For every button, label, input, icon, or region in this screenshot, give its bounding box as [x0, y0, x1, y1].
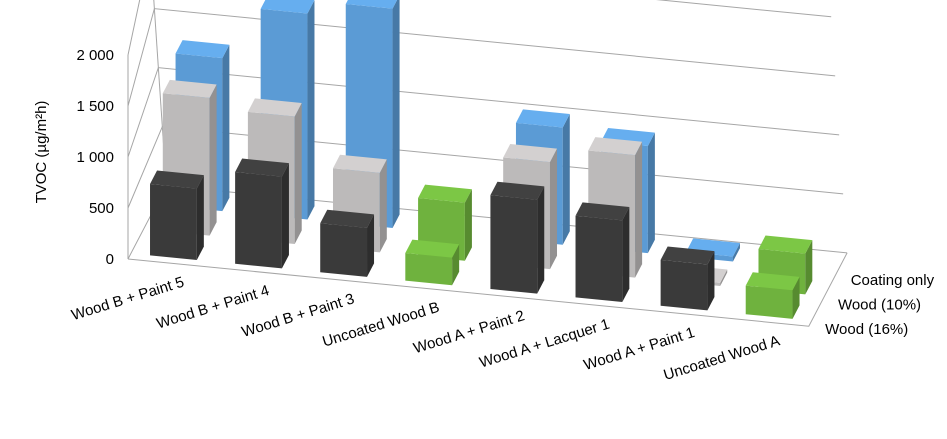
bar — [745, 272, 800, 319]
bar-side — [732, 243, 740, 262]
bar-top — [235, 158, 289, 177]
bar-side — [464, 189, 472, 261]
bar-side — [294, 103, 302, 244]
bar — [490, 181, 545, 294]
bar — [405, 239, 460, 286]
series-label: Wood (10%) — [838, 297, 921, 314]
bar-top — [515, 109, 570, 128]
bar-top — [418, 184, 472, 203]
bar-top — [758, 235, 813, 254]
bar-side — [562, 114, 570, 245]
bar-top — [503, 144, 558, 163]
bar-side — [720, 269, 728, 286]
gridline — [127, 0, 832, 56]
bars-layer — [150, 0, 813, 319]
bar-side — [792, 276, 800, 319]
y-tick-labels: 0 500 1 000 1 500 2 000 — [76, 47, 114, 268]
y-tick-label: 1 500 — [76, 98, 114, 115]
bar-side — [367, 214, 375, 277]
y-tick-label: 0 — [106, 251, 114, 268]
bar-top — [175, 40, 230, 59]
bar-front — [745, 285, 793, 319]
bar — [320, 209, 375, 277]
bar-side — [209, 84, 217, 236]
bar-side — [707, 251, 715, 311]
y-tick-label: 500 — [89, 200, 114, 217]
bar-top — [150, 170, 204, 189]
bar-front — [235, 171, 282, 269]
chart-walls — [127, 0, 848, 327]
bar-side — [635, 141, 643, 278]
bar-top — [575, 202, 630, 221]
bar-top — [332, 154, 387, 173]
bar-side — [307, 0, 315, 220]
bar-side — [379, 159, 387, 253]
series-label: Wood (16%) — [825, 321, 908, 338]
gridline — [127, 67, 840, 158]
bar-top — [490, 181, 545, 200]
bar — [575, 202, 630, 303]
bar-side — [549, 148, 558, 270]
y-tick-label: 2 000 — [76, 47, 114, 64]
bar-side — [452, 244, 460, 286]
bar-side — [805, 240, 813, 295]
bar — [235, 158, 289, 269]
bar-top — [260, 0, 315, 14]
bar-top — [162, 79, 217, 98]
bar-top — [247, 98, 302, 117]
bar — [660, 246, 715, 311]
bar-front — [490, 195, 538, 294]
bar-side — [537, 186, 545, 294]
bar-side — [281, 163, 289, 269]
bar-top — [745, 272, 800, 291]
floor-edge — [127, 252, 848, 327]
series-labels: Coating only Wood (10%) Wood (16%) — [825, 272, 934, 338]
bar-side — [196, 175, 204, 261]
bar-front — [405, 253, 453, 286]
gridline — [127, 8, 836, 107]
bar-top — [320, 209, 375, 228]
bar-top — [588, 137, 643, 156]
bar-side — [647, 132, 655, 254]
bar-top — [345, 0, 398, 9]
bar-front — [150, 183, 197, 261]
bar-front — [320, 223, 368, 277]
series-label: Coating only — [851, 272, 935, 289]
bar-top — [660, 246, 715, 265]
bar-front — [575, 215, 623, 303]
bar-side — [622, 206, 630, 303]
bar-side — [392, 0, 400, 228]
bar-top — [405, 239, 460, 258]
y-tick-label: 1 000 — [76, 149, 114, 166]
y-axis-title: TVOC (µg/m²h) — [33, 101, 50, 204]
bar — [150, 170, 204, 261]
bar-side — [222, 44, 230, 212]
bar-front — [660, 259, 708, 311]
